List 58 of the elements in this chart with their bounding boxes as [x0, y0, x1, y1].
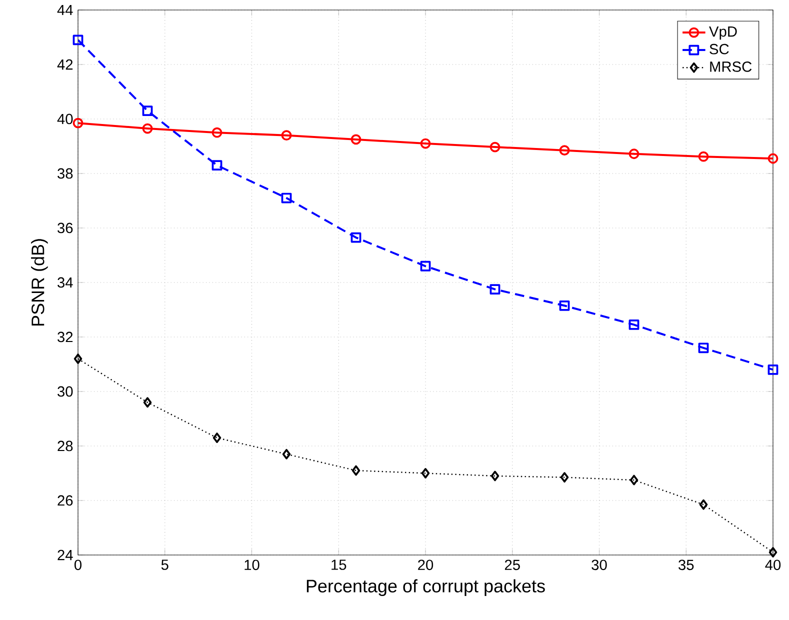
x-tick-label: 20	[418, 560, 434, 570]
legend-label: SC	[710, 44, 729, 54]
x-axis-title: Percentage of corrupt packets	[306, 579, 545, 596]
point	[212, 432, 222, 444]
point	[212, 160, 222, 171]
x-tick-label: 40	[765, 560, 781, 570]
point	[698, 342, 709, 354]
x-tick-label: 30	[592, 560, 607, 570]
point	[352, 465, 360, 476]
y-tick-label: 24	[58, 550, 73, 560]
y-tick-label: 44	[57, 4, 73, 16]
y-tick-label: 30	[58, 386, 73, 397]
y-tick-label: 28	[58, 440, 73, 452]
point	[490, 470, 500, 482]
point	[490, 142, 500, 152]
point	[698, 151, 709, 162]
point	[559, 300, 570, 311]
point	[72, 34, 84, 46]
point	[142, 106, 153, 116]
point	[490, 284, 500, 294]
y-tick-label: 26	[58, 495, 73, 506]
y-tick-label: 38	[58, 168, 73, 179]
y-tick-label: 34	[58, 277, 73, 288]
point	[420, 260, 431, 272]
x-tick-label: 5	[161, 560, 168, 570]
point	[628, 148, 640, 160]
point	[350, 232, 362, 243]
y-tick-label: 42	[57, 59, 73, 70]
point	[768, 547, 778, 558]
point	[421, 468, 430, 478]
point	[768, 364, 778, 375]
y-tick-label: 40	[57, 114, 73, 124]
point	[630, 474, 638, 486]
point	[281, 130, 292, 141]
point	[72, 118, 84, 128]
point	[142, 123, 153, 134]
point	[768, 153, 778, 164]
point	[699, 499, 708, 510]
x-tick-label: 25	[504, 560, 520, 570]
point	[282, 448, 291, 460]
point	[559, 145, 570, 156]
point	[560, 472, 569, 483]
legend-label: VpD	[709, 26, 737, 40]
x-tick-label: 15	[332, 560, 346, 570]
y-axis-title: PSNR (dB)	[31, 239, 48, 326]
legend-label: MRSC	[710, 62, 752, 72]
point	[281, 192, 292, 204]
point	[350, 134, 362, 145]
point	[143, 397, 152, 408]
y-tick-label: 32	[58, 332, 73, 342]
y-tick-label: 36	[58, 222, 73, 234]
point	[74, 354, 82, 364]
x-tick-label: 35	[678, 560, 694, 570]
x-tick-label: 10	[244, 560, 260, 570]
point	[628, 320, 640, 330]
x-tick-label: 0	[74, 560, 82, 570]
point	[212, 127, 222, 138]
point	[420, 138, 431, 149]
